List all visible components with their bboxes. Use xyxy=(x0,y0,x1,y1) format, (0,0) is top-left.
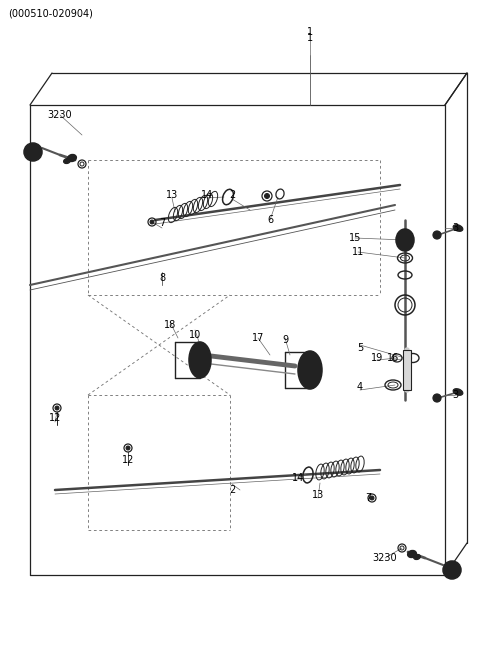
Text: 5: 5 xyxy=(357,343,363,353)
Text: 3230: 3230 xyxy=(48,110,72,120)
Text: 14: 14 xyxy=(292,473,304,483)
Text: 9: 9 xyxy=(282,335,288,345)
Text: 12: 12 xyxy=(122,455,134,465)
Text: 6: 6 xyxy=(267,215,273,225)
Circle shape xyxy=(433,231,441,239)
Ellipse shape xyxy=(68,155,76,162)
Text: 14: 14 xyxy=(201,190,213,200)
Ellipse shape xyxy=(453,225,463,231)
Text: 13: 13 xyxy=(312,490,324,500)
Text: 10: 10 xyxy=(189,330,201,340)
Circle shape xyxy=(150,220,154,224)
Text: 3: 3 xyxy=(452,390,458,400)
Circle shape xyxy=(370,496,374,500)
Text: 2: 2 xyxy=(229,190,235,200)
Text: 1: 1 xyxy=(307,33,313,43)
Text: 1: 1 xyxy=(307,27,313,37)
Circle shape xyxy=(55,406,59,410)
Text: 2: 2 xyxy=(229,485,235,495)
Text: 18: 18 xyxy=(164,320,176,330)
Circle shape xyxy=(433,394,441,402)
Text: 13: 13 xyxy=(166,190,178,200)
Text: 8: 8 xyxy=(159,273,165,283)
Text: 3230: 3230 xyxy=(372,553,397,563)
Ellipse shape xyxy=(408,550,417,557)
Text: 17: 17 xyxy=(252,333,264,343)
Ellipse shape xyxy=(453,388,463,396)
Circle shape xyxy=(264,193,269,198)
Text: 16: 16 xyxy=(387,353,399,363)
Ellipse shape xyxy=(414,554,420,559)
Ellipse shape xyxy=(63,159,71,164)
Text: 11: 11 xyxy=(352,247,364,257)
Ellipse shape xyxy=(298,351,322,389)
Text: 19: 19 xyxy=(371,353,383,363)
Text: (000510-020904): (000510-020904) xyxy=(8,8,93,18)
Text: 4: 4 xyxy=(357,382,363,392)
Bar xyxy=(403,350,411,390)
Text: 7: 7 xyxy=(159,218,165,228)
Ellipse shape xyxy=(189,342,211,378)
Ellipse shape xyxy=(396,229,414,251)
Text: 15: 15 xyxy=(349,233,361,243)
Text: 12: 12 xyxy=(49,413,61,423)
Circle shape xyxy=(24,143,42,161)
Circle shape xyxy=(126,446,130,450)
Text: 3: 3 xyxy=(452,223,458,233)
Text: 7: 7 xyxy=(365,493,371,503)
Circle shape xyxy=(443,561,461,579)
